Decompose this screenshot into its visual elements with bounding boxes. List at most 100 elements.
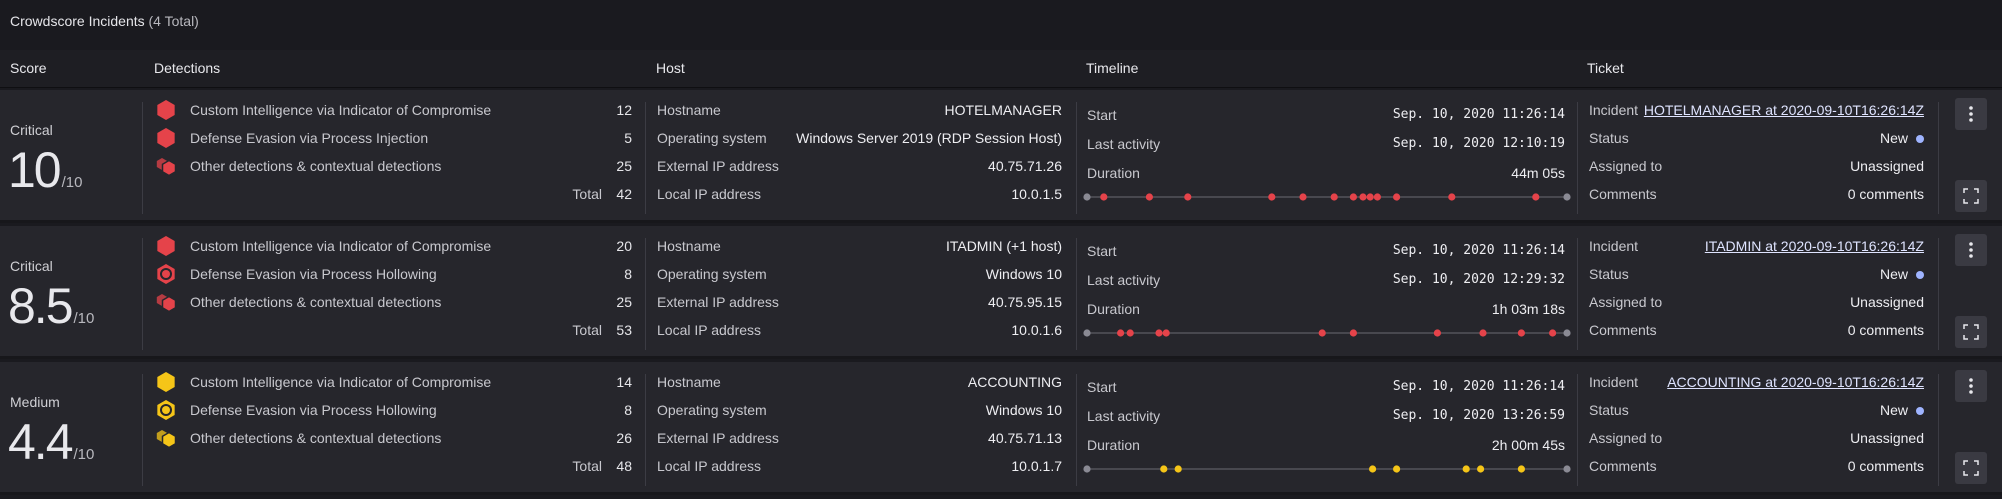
timeline-end-dot[interactable] — [1563, 193, 1571, 201]
timeline-event-dot[interactable] — [1145, 193, 1153, 201]
stacked-hexagons-icon — [155, 427, 177, 449]
more-options-button[interactable] — [1955, 98, 1987, 130]
expand-button[interactable] — [1955, 316, 1987, 348]
timeline-event-dot[interactable] — [1318, 329, 1326, 337]
incident-row[interactable]: Critical 10/10 Custom Intelligence via Ind… — [0, 90, 2002, 223]
ticket-comments-value[interactable]: 0 comments — [1847, 186, 1924, 202]
column-divider — [142, 102, 143, 214]
panel-title-text: Crowdscore Incidents — [10, 13, 145, 29]
host-hostname-value[interactable]: ACCOUNTING — [967, 374, 1062, 390]
column-ticket[interactable]: Ticket — [1587, 60, 1624, 76]
column-divider — [1076, 374, 1077, 486]
timeline-event-dot[interactable] — [1373, 193, 1381, 201]
incident-row[interactable]: Critical 8.5/10 Custom Intelligence via In… — [0, 226, 2002, 359]
timeline-event-dot[interactable] — [1448, 193, 1456, 201]
more-options-button[interactable] — [1955, 234, 1987, 266]
timeline-start-dot[interactable] — [1083, 329, 1091, 337]
detection-count: 25 — [616, 158, 632, 174]
detection-label[interactable]: Custom Intelligence via Indicator of Com… — [190, 102, 492, 118]
timeline-end-dot[interactable] — [1563, 329, 1571, 337]
detection-label[interactable]: Other detections & contextual detections — [190, 294, 442, 310]
timeline-event-dot[interactable] — [1299, 193, 1307, 201]
ticket-comments-value[interactable]: 0 comments — [1847, 322, 1924, 338]
timeline-event-dot[interactable] — [1517, 329, 1525, 337]
timeline-event-dot[interactable] — [1393, 193, 1401, 201]
timeline-event-dot[interactable] — [1549, 329, 1557, 337]
detection-label[interactable]: Defense Evasion via Process Injection — [190, 130, 429, 146]
expand-icon — [1963, 324, 1979, 340]
host-hostname-value[interactable]: HOTELMANAGER — [944, 102, 1062, 118]
timeline-event-dot[interactable] — [1366, 193, 1374, 201]
kebab-menu-icon — [1969, 106, 1973, 122]
ticket-status-value: New — [1880, 127, 1924, 149]
timeline-event-dot[interactable] — [1433, 329, 1441, 337]
timeline-event-dot[interactable] — [1349, 329, 1357, 337]
incident-link[interactable]: HOTELMANAGER at 2020-09-10T16:26:14Z — [1643, 102, 1924, 118]
timeline-event-dot[interactable] — [1393, 465, 1401, 473]
detection-label[interactable]: Other detections & contextual detections — [190, 430, 442, 446]
timeline-event-dot[interactable] — [1349, 193, 1357, 201]
timeline-last_activity-value: Sep. 10, 2020 12:29:32 — [1392, 272, 1565, 287]
timeline-track[interactable] — [1082, 326, 1572, 340]
host-local_ip-label: Local IP address — [657, 186, 762, 202]
column-score[interactable]: Score — [10, 60, 47, 76]
timeline-event-dot[interactable] — [1477, 465, 1485, 473]
ticket-status-label: Status — [1589, 402, 1629, 418]
timeline-event-dot[interactable] — [1369, 465, 1377, 473]
timeline-event-dot[interactable] — [1479, 329, 1487, 337]
ticket-assigned-value: Unassigned — [1850, 158, 1924, 174]
hexagon-icon — [155, 235, 177, 257]
detection-count: 20 — [616, 238, 632, 254]
detection-label[interactable]: Defense Evasion via Process Hollowing — [190, 266, 437, 282]
timeline-event-dot[interactable] — [1162, 329, 1170, 337]
total-label: Total — [572, 186, 602, 202]
column-divider — [1076, 102, 1077, 214]
column-detections[interactable]: Detections — [154, 60, 221, 76]
column-timeline[interactable]: Timeline — [1086, 60, 1139, 76]
timeline-duration-label: Duration — [1087, 165, 1140, 181]
severity-label: Critical — [10, 122, 53, 138]
detection-total: 48 — [616, 458, 632, 474]
column-divider — [142, 374, 143, 486]
detection-label[interactable]: Defense Evasion via Process Hollowing — [190, 402, 437, 418]
detection-count: 8 — [624, 266, 632, 282]
detection-label[interactable]: Other detections & contextual detections — [190, 158, 442, 174]
timeline-track[interactable] — [1082, 462, 1572, 476]
timeline-event-dot[interactable] — [1184, 193, 1192, 201]
timeline-event-dot[interactable] — [1532, 193, 1540, 201]
timeline-event-dot[interactable] — [1462, 465, 1470, 473]
timeline-track[interactable] — [1082, 190, 1572, 204]
timeline-event-dot[interactable] — [1160, 465, 1168, 473]
incident-link[interactable]: ACCOUNTING at 2020-09-10T16:26:14Z — [1667, 374, 1924, 390]
timeline-duration-label: Duration — [1087, 437, 1140, 453]
timeline-event-dot[interactable] — [1268, 193, 1276, 201]
expand-button[interactable] — [1955, 452, 1987, 484]
timeline-event-dot[interactable] — [1117, 329, 1125, 337]
more-options-button[interactable] — [1955, 370, 1987, 402]
host-ext_ip-label: External IP address — [657, 158, 779, 174]
timeline-event-dot[interactable] — [1100, 193, 1108, 201]
incident-link[interactable]: ITADMIN at 2020-09-10T16:26:14Z — [1704, 238, 1924, 254]
detection-count: 8 — [624, 402, 632, 418]
detection-label[interactable]: Custom Intelligence via Indicator of Com… — [190, 374, 492, 390]
timeline-end-dot[interactable] — [1563, 465, 1571, 473]
expand-button[interactable] — [1955, 180, 1987, 212]
ticket-comments-value[interactable]: 0 comments — [1847, 458, 1924, 474]
timeline-start-dot[interactable] — [1083, 193, 1091, 201]
detection-label[interactable]: Custom Intelligence via Indicator of Com… — [190, 238, 492, 254]
timeline-event-dot[interactable] — [1359, 193, 1367, 201]
panel-title: Crowdscore Incidents (4 Total) — [10, 13, 199, 29]
timeline-start-dot[interactable] — [1083, 465, 1091, 473]
column-divider — [1577, 238, 1578, 350]
host-local_ip-label: Local IP address — [657, 322, 762, 338]
incident-row[interactable]: Medium 4.4/10 Custom Intelligence via Indi… — [0, 362, 2002, 495]
host-os-value: Windows Server 2019 (RDP Session Host) — [796, 130, 1062, 146]
timeline-event-dot[interactable] — [1174, 465, 1182, 473]
column-host[interactable]: Host — [656, 60, 685, 76]
host-hostname-value[interactable]: ITADMIN (+1 host) — [945, 238, 1062, 254]
timeline-event-dot[interactable] — [1126, 329, 1134, 337]
timeline-event-dot[interactable] — [1330, 193, 1338, 201]
host-os-label: Operating system — [657, 130, 767, 146]
timeline-event-dot[interactable] — [1155, 329, 1163, 337]
timeline-event-dot[interactable] — [1517, 465, 1525, 473]
